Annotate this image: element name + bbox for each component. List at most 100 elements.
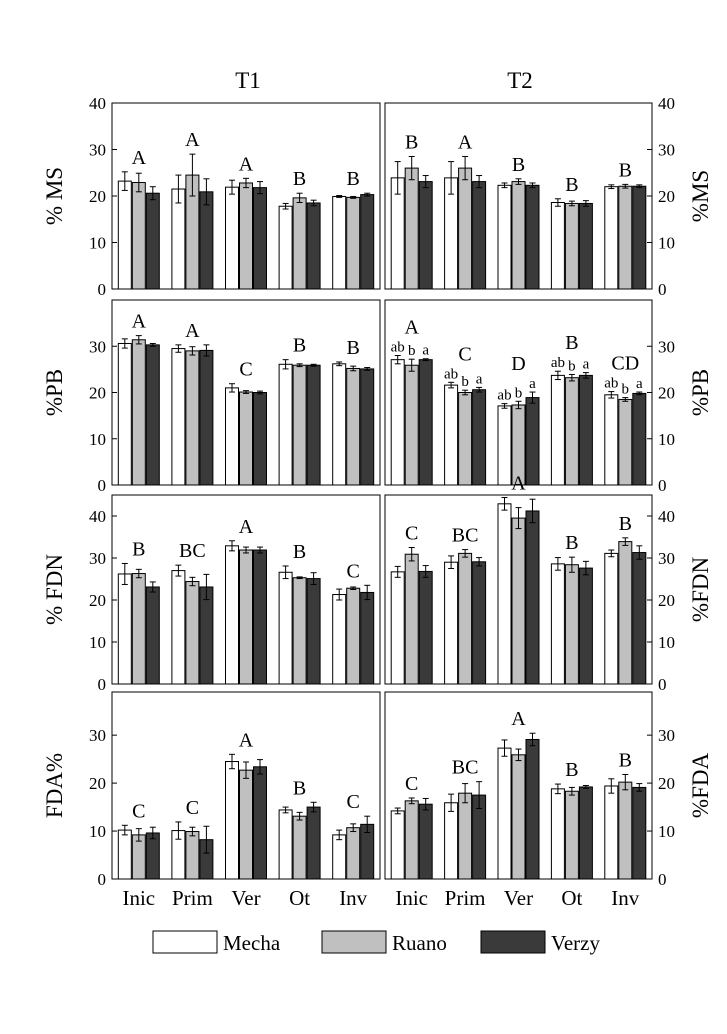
y-tick-label: 0 bbox=[658, 675, 667, 694]
group-letter: B bbox=[132, 538, 145, 560]
x-tick-label: Inic bbox=[395, 886, 428, 910]
bar-letter: a bbox=[636, 376, 643, 392]
y-tick-label: 10 bbox=[658, 430, 675, 449]
panel-t1-pb: 0 10 20 30 %PB A A C B B bbox=[42, 299, 381, 495]
bar-verzy-ver bbox=[253, 549, 267, 685]
bar-mecha-inic bbox=[117, 573, 132, 685]
bar-mecha-ver bbox=[225, 545, 239, 685]
bar-letter: b bbox=[622, 382, 630, 398]
bar-mecha-ver bbox=[497, 184, 512, 290]
x-tick-label: Ver bbox=[231, 886, 260, 910]
panels: 0 10 20 30 40 % MS A A A B B 0 10 20 30 40 %MS B A B B B 0 10 20… bbox=[42, 94, 713, 910]
bar-ruano-prim bbox=[185, 831, 200, 880]
bar-ruano-ver bbox=[511, 517, 526, 685]
bar-verzy-inic bbox=[418, 359, 433, 486]
y-axis-label: FDA% bbox=[42, 753, 67, 818]
y-tick-label: 40 bbox=[89, 94, 106, 113]
bar-ruano-inv bbox=[346, 196, 361, 290]
bar-verzy-prim bbox=[199, 586, 214, 685]
group-letter: A bbox=[239, 153, 254, 175]
panel-t2-ms: 0 10 20 30 40 %MS B A B B B bbox=[384, 94, 713, 299]
bar-ruano-inic bbox=[131, 573, 146, 685]
y-axis-label: %PB bbox=[42, 369, 67, 416]
y-tick-label: 0 bbox=[98, 280, 107, 299]
y-tick-label: 0 bbox=[658, 280, 667, 299]
bar-mecha-inic bbox=[117, 342, 132, 486]
bar-mecha-inv bbox=[332, 834, 347, 880]
group-letter: C bbox=[186, 797, 199, 819]
bar-mecha-prim bbox=[171, 348, 186, 486]
bar-ruano-prim bbox=[185, 581, 200, 685]
legend-swatch-verzy bbox=[480, 930, 546, 954]
bar-letter: b bbox=[515, 385, 523, 401]
bar-mecha-ot bbox=[278, 809, 293, 880]
bar-verzy-inic bbox=[145, 586, 160, 685]
bar-mecha-ot bbox=[550, 563, 565, 685]
panel-t2-fda: 0 10 20 30 %FDA C Inic BC Prim A Ver B Ot B Inv bbox=[384, 691, 713, 910]
bar-ruano-inv bbox=[346, 587, 361, 685]
bar-letter: ab bbox=[391, 340, 405, 356]
bar-ruano-ot bbox=[292, 197, 307, 290]
group-letter: C bbox=[405, 773, 418, 795]
bar-mecha-ver bbox=[225, 387, 239, 486]
group-letter: C bbox=[458, 343, 471, 365]
bar-ruano-ot bbox=[292, 577, 307, 685]
bar-mecha-ot bbox=[550, 788, 565, 880]
bar-verzy-ot bbox=[306, 806, 321, 880]
bar-letter: ab bbox=[497, 388, 511, 404]
bar-mecha-ver bbox=[497, 503, 512, 685]
y-tick-label: 0 bbox=[658, 476, 667, 495]
bar-verzy-ot bbox=[578, 374, 593, 486]
y-tick-label: 20 bbox=[89, 384, 106, 403]
group-letter: A bbox=[185, 320, 200, 342]
group-letter: B bbox=[347, 337, 360, 359]
y-tick-label: 40 bbox=[658, 507, 675, 526]
y-tick-label: 0 bbox=[658, 870, 667, 889]
bar-verzy-inv bbox=[632, 552, 647, 685]
bar-verzy-ver bbox=[253, 766, 267, 880]
bar-verzy-ver bbox=[525, 184, 540, 290]
group-letter: C bbox=[347, 560, 360, 582]
bar-ruano-inic bbox=[404, 167, 419, 290]
y-tick-label: 30 bbox=[89, 141, 106, 160]
bar-ruano-ot bbox=[564, 564, 579, 685]
group-letter: A bbox=[458, 131, 473, 153]
column-title-t1: T1 bbox=[235, 68, 261, 93]
bar-letter: b bbox=[461, 374, 469, 390]
x-tick-label: Inv bbox=[611, 886, 639, 910]
bar-verzy-inic bbox=[145, 192, 160, 290]
group-letter: B bbox=[512, 154, 525, 176]
bar-mecha-inic bbox=[390, 571, 405, 685]
bar-ruano-inic bbox=[404, 800, 419, 880]
bar-letter: a bbox=[529, 376, 536, 392]
y-tick-label: 30 bbox=[658, 549, 675, 568]
y-tick-label: 30 bbox=[89, 549, 106, 568]
y-tick-label: 10 bbox=[89, 822, 106, 841]
bar-mecha-prim bbox=[444, 561, 459, 685]
bar-ruano-inic bbox=[131, 182, 146, 290]
bar-mecha-inv bbox=[332, 594, 347, 685]
y-axis-label: % MS bbox=[42, 167, 67, 225]
bar-letter: a bbox=[476, 371, 483, 387]
bar-ruano-inic bbox=[404, 553, 419, 685]
bar-verzy-inic bbox=[145, 832, 160, 880]
bar-mecha-inv bbox=[332, 363, 347, 486]
bar-verzy-prim bbox=[472, 389, 487, 486]
bar-ruano-ver bbox=[511, 181, 526, 290]
bar-verzy-inic bbox=[418, 570, 433, 685]
y-tick-label: 20 bbox=[658, 774, 675, 793]
legend-label-verzy: Verzy bbox=[551, 931, 600, 955]
bar-mecha-inic bbox=[117, 180, 132, 290]
x-tick-label: Ot bbox=[289, 886, 310, 910]
bar-verzy-ver bbox=[253, 392, 267, 486]
bar-mecha-ver bbox=[497, 747, 512, 880]
bar-verzy-inic bbox=[418, 803, 433, 880]
bar-verzy-inv bbox=[360, 194, 375, 290]
bar-verzy-inv bbox=[360, 591, 375, 685]
bar-verzy-inv bbox=[360, 368, 375, 486]
y-tick-label: 30 bbox=[658, 141, 675, 160]
bar-ruano-ver bbox=[511, 754, 526, 880]
bar-letter: b bbox=[408, 343, 416, 359]
bar-mecha-ot bbox=[550, 374, 565, 486]
